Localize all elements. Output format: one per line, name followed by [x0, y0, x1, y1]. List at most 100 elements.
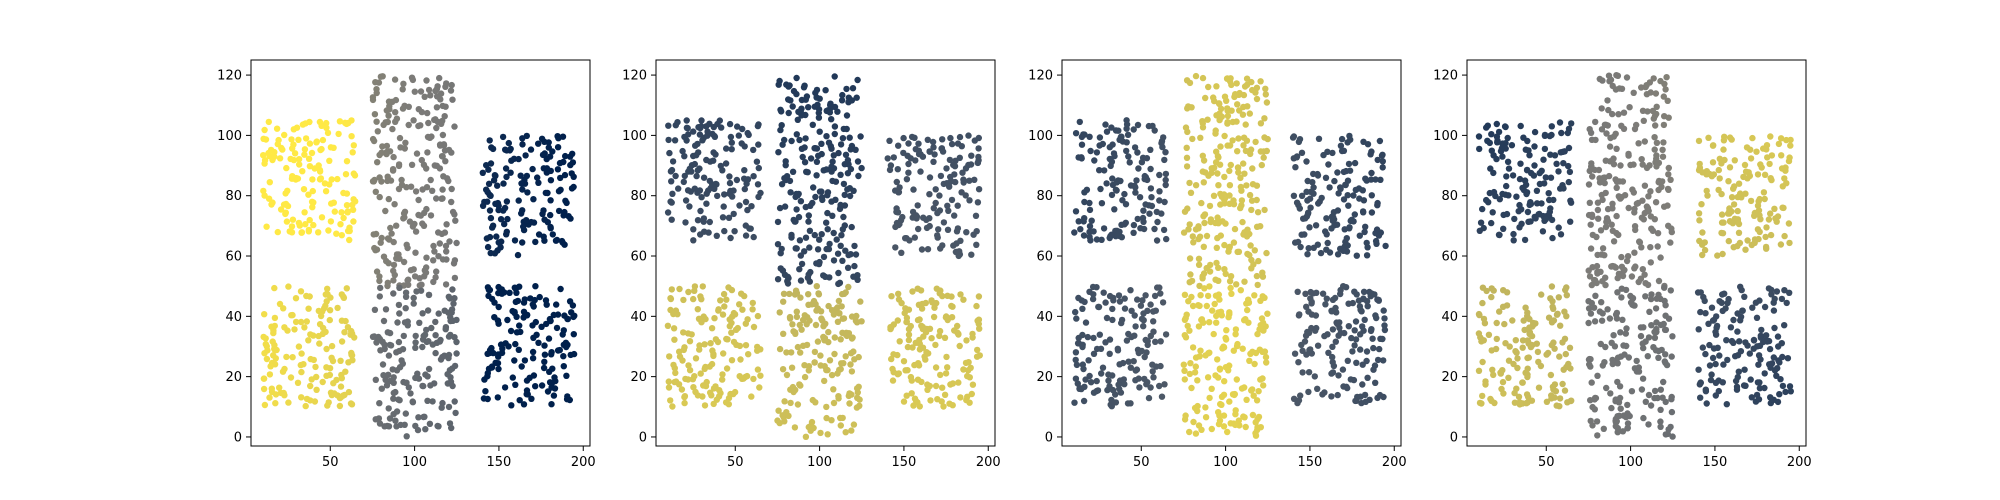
scatter-point [1227, 273, 1235, 280]
scatter-point [941, 391, 949, 398]
scatter-point [310, 356, 317, 364]
scatter-point [266, 371, 274, 378]
x-tick-label: 200 [571, 455, 596, 470]
scatter-point [851, 262, 858, 270]
scatter-point [270, 329, 277, 337]
scatter-point [1157, 338, 1164, 345]
scatter-point [779, 366, 787, 373]
scatter-point [1368, 192, 1376, 199]
scatter-point [1379, 164, 1386, 171]
scatter-point [389, 166, 397, 173]
scatter-point [1705, 320, 1712, 327]
scatter-point [453, 338, 460, 346]
scatter-point [502, 165, 510, 172]
scatter-point [671, 378, 678, 386]
scatter-point [307, 382, 314, 390]
scatter-point [1528, 332, 1536, 340]
scatter-point [935, 226, 942, 233]
scatter-point [1124, 131, 1132, 138]
scatter-point [1720, 219, 1727, 226]
scatter-point [261, 126, 268, 134]
scatter-point [1750, 337, 1758, 344]
scatter-point [1081, 298, 1088, 306]
scatter-point [487, 160, 495, 167]
scatter-point [1556, 395, 1564, 402]
scatter-point [390, 389, 397, 397]
scatter-point [1248, 387, 1255, 394]
scatter-point [1559, 148, 1567, 155]
scatter-point [1302, 332, 1310, 339]
scatter-point [1183, 163, 1191, 170]
scatter-point [703, 200, 710, 207]
scatter-point [1233, 376, 1241, 383]
scatter-point [560, 212, 567, 219]
scatter-point [1367, 327, 1375, 335]
scatter-point [1644, 205, 1652, 212]
scatter-point [817, 429, 824, 437]
scatter-point [1337, 184, 1344, 191]
scatter-point [1659, 178, 1666, 185]
scatter-point [435, 423, 442, 430]
scatter-point [413, 288, 420, 295]
scatter-point [309, 204, 316, 211]
scatter-point [1712, 392, 1720, 399]
scatter-point [451, 274, 459, 282]
scatter-point [1696, 217, 1703, 224]
scatter-point [1353, 252, 1361, 259]
scatter-point [1511, 399, 1519, 406]
scatter-point [1250, 392, 1257, 399]
scatter-point [1485, 331, 1493, 338]
scatter-point [1709, 159, 1717, 166]
scatter-point [1668, 225, 1675, 232]
scatter-point [1603, 130, 1610, 137]
scatter-point [261, 311, 268, 318]
scatter-point [1632, 226, 1639, 234]
scatter-point [557, 174, 564, 182]
scatter-point [484, 243, 492, 251]
scatter-point [298, 394, 305, 401]
scatter-point [963, 337, 970, 344]
scatter-point [439, 353, 446, 361]
scatter-point [1586, 199, 1594, 206]
scatter-point [1741, 293, 1748, 300]
scatter-point [1321, 389, 1328, 396]
scatter-point [369, 94, 377, 101]
scatter-point [907, 322, 914, 330]
scatter-point [1151, 127, 1158, 134]
y-tick-label: 120 [1433, 69, 1458, 84]
scatter-point [1523, 400, 1530, 407]
scatter-point [839, 329, 846, 336]
scatter-point [1774, 365, 1781, 372]
scatter-point [425, 119, 432, 127]
scatter-point [1086, 223, 1094, 230]
scatter-point [513, 329, 521, 336]
scatter-point [944, 314, 951, 321]
scatter-point [943, 165, 950, 172]
scatter-point [1558, 129, 1565, 137]
scatter-point [1761, 370, 1768, 377]
scatter-point [1352, 318, 1360, 325]
scatter-point [528, 218, 535, 226]
scatter-point [1072, 130, 1080, 137]
scatter-point [1190, 418, 1197, 426]
scatter-point [1135, 165, 1142, 172]
scatter-point [1645, 193, 1652, 200]
scatter-point [413, 150, 421, 157]
scatter-point [937, 371, 944, 379]
scatter-point [1530, 172, 1538, 179]
scatter-point [289, 311, 296, 319]
scatter-point [540, 364, 548, 372]
scatter-point [918, 378, 925, 386]
scatter-point [1503, 302, 1511, 309]
scatter-point [949, 402, 956, 409]
scatter-point [1524, 371, 1531, 378]
scatter-point [670, 310, 677, 318]
scatter-point [1238, 385, 1246, 392]
scatter-point [400, 332, 407, 340]
scatter-point [918, 246, 926, 253]
scatter-point [1303, 351, 1310, 358]
scatter-point [839, 257, 846, 264]
scatter-point [386, 415, 394, 422]
scatter-point [783, 371, 791, 379]
